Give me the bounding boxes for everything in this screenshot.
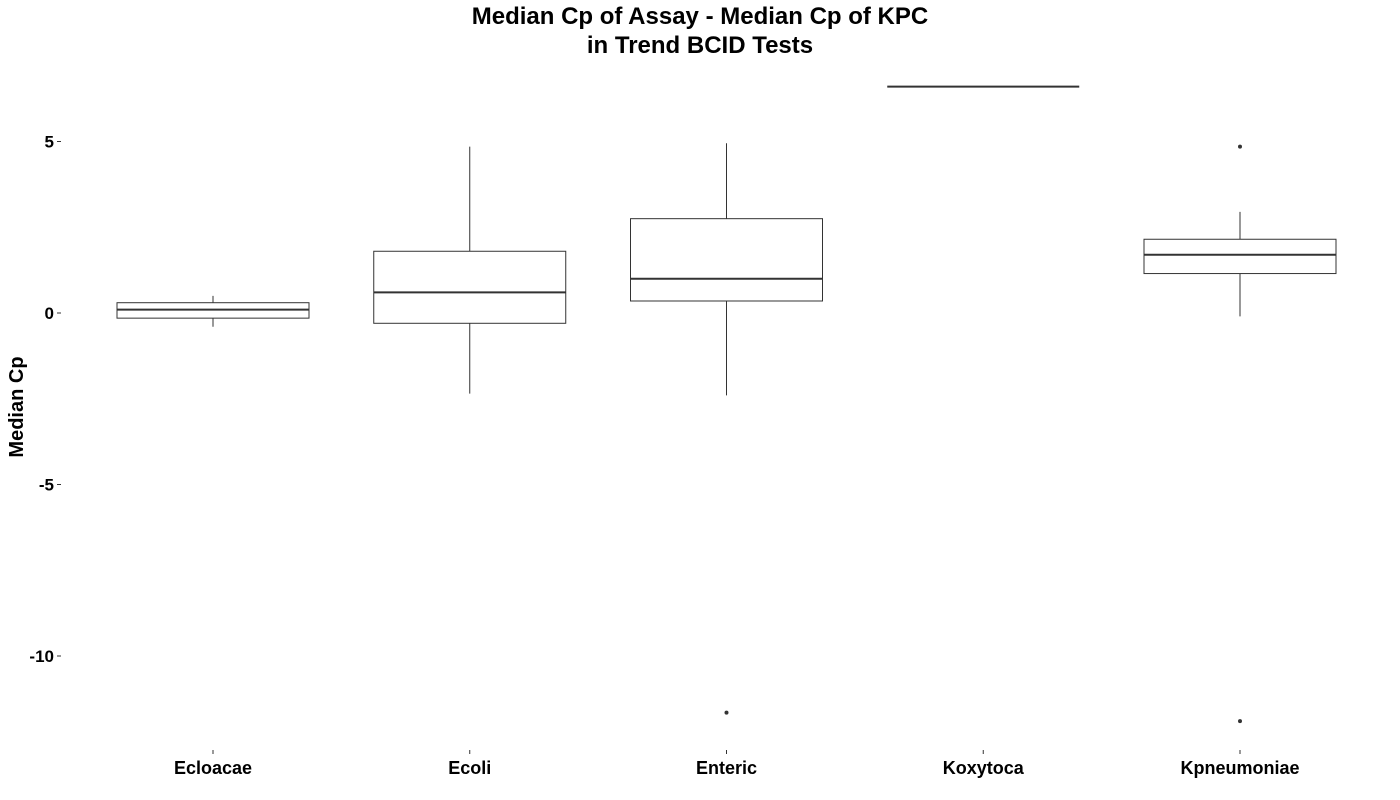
iqr-box [630,218,823,302]
y-axis: 5 0 -5 -10 [29,133,61,666]
y-tick-label: 0 [45,304,54,323]
box-ecloacae [116,295,310,327]
x-tick-label: Ecoli [448,758,491,778]
x-tick-label: Kpneumoniae [1180,758,1299,778]
outlier-point [1238,719,1242,724]
x-tick-label: Enteric [696,758,757,778]
y-tick-label: 5 [45,133,54,152]
x-axis: Ecloacae Ecoli Enteric Koxytoca Kpneumoniae [174,750,1300,778]
y-axis-label: Median Cp [6,356,28,457]
box-kpneumoniae [1143,144,1337,724]
outlier-point [1238,144,1242,149]
outlier-point [724,710,729,715]
iqr-box [1143,238,1337,275]
chart-title: Median Cp of Assay - Median Cp of KPC in… [0,2,1400,60]
x-tick-label: Ecloacae [174,758,252,778]
x-tick-label: Koxytoca [943,758,1025,778]
boxes-layer [116,85,1337,724]
box-ecoli [373,146,567,394]
y-tick-label: -5 [39,476,54,495]
y-tick-label: -10 [29,647,54,666]
box-enteric [630,143,823,715]
chart-title-line-1: Median Cp of Assay - Median Cp of KPC [471,3,929,30]
chart-title-line-2: in Trend BCID Tests [586,32,814,59]
iqr-box [373,250,567,324]
